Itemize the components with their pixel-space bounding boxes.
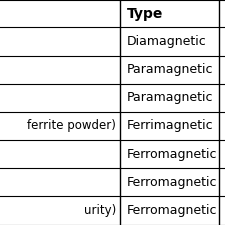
Text: Paramagnetic: Paramagnetic <box>127 91 214 104</box>
Text: Ferrimagnetic: Ferrimagnetic <box>127 119 214 132</box>
Text: Ferromagnetic: Ferromagnetic <box>127 204 218 217</box>
Text: Type: Type <box>127 7 164 21</box>
Text: Ferromagnetic: Ferromagnetic <box>127 148 218 160</box>
Text: Paramagnetic: Paramagnetic <box>127 63 214 76</box>
Text: Ferromagnetic: Ferromagnetic <box>127 176 218 189</box>
Text: urity): urity) <box>84 204 116 217</box>
Text: Diamagnetic: Diamagnetic <box>127 35 207 48</box>
Text: ferrite powder): ferrite powder) <box>27 119 116 132</box>
